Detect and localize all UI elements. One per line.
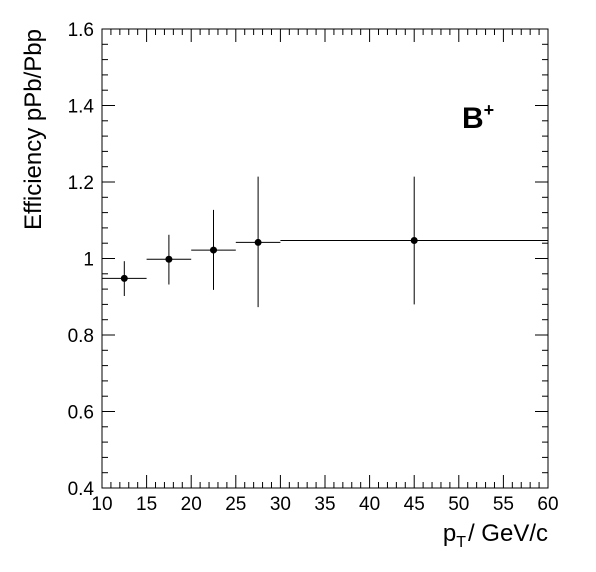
x-tick-label: 60 (537, 494, 558, 515)
y-tick-label: 1.2 (68, 173, 94, 194)
x-tick-label: 40 (359, 494, 380, 515)
data-point (235, 176, 281, 308)
data-point (102, 261, 147, 296)
y-tick-label: 1 (83, 250, 94, 271)
data-point (280, 176, 548, 305)
x-tick-label: 45 (404, 494, 425, 515)
data-points (102, 176, 548, 308)
data-point (191, 209, 236, 290)
y-tick-label: 0.8 (68, 326, 94, 347)
point-marker (120, 274, 128, 282)
y-tick-labels: 0.4 0.6 0.8 1 1.2 1.4 1.6 (68, 20, 95, 500)
y-tick-label: 0.6 (68, 403, 94, 424)
x-tick-label: 35 (314, 494, 335, 515)
x-tick-label: 10 (91, 494, 112, 515)
x-tick-label: 15 (136, 494, 157, 515)
y-tick-label: 0.4 (68, 479, 95, 500)
point-marker (410, 237, 418, 245)
y-tick-label: 1.4 (68, 97, 95, 118)
x-tick-label: 20 (181, 494, 202, 515)
x-axis-title: pT/ GeV/c (443, 520, 548, 551)
x-tick-label: 25 (225, 494, 246, 515)
point-marker (210, 246, 217, 254)
y-tick-label: 1.6 (68, 20, 94, 41)
x-tick-labels: 10 15 20 25 30 35 40 45 50 55 60 (91, 494, 558, 515)
annotation-label: B+ (462, 100, 494, 135)
data-point (146, 234, 192, 285)
axis-ticks (101, 28, 549, 489)
point-marker (254, 238, 262, 246)
y-axis-title: Efficiency pPb/Pbp (20, 29, 47, 230)
x-tick-label: 30 (270, 494, 291, 515)
point-marker (165, 255, 173, 263)
x-tick-label: 50 (448, 494, 469, 515)
x-tick-label: 55 (493, 494, 514, 515)
